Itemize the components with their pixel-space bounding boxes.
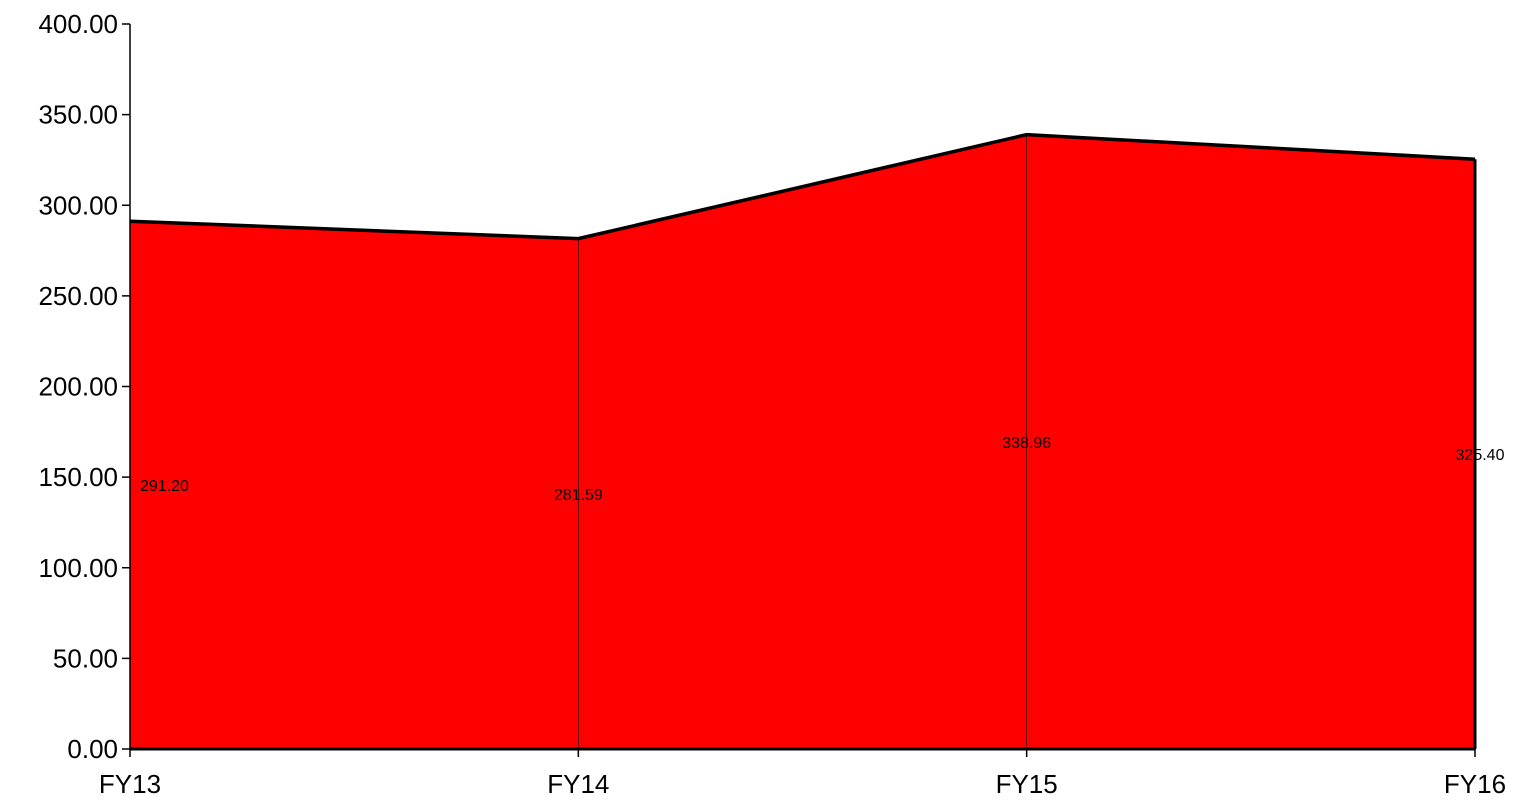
y-tick-label: 100.00 [38,553,118,583]
x-tick-label: FY16 [1444,769,1506,799]
data-labels: 291.20 281.59 338.96 325.40 [140,435,1505,504]
data-label: 325.40 [1456,447,1505,464]
data-label: 281.59 [554,487,603,504]
y-tick-label: 150.00 [38,462,118,492]
y-tick-label: 350.00 [38,100,118,130]
x-tick-label: FY14 [547,769,609,799]
axes: 0.00 50.00 100.00 150.00 200.00 250.00 300.00 3… [38,9,1506,799]
plot-area [129,132,1477,749]
x-tick-label: FY15 [996,769,1058,799]
data-label: 291.20 [140,478,189,495]
series-line [129,132,1476,241]
y-tick-label: 200.00 [38,372,118,402]
area-fill [130,134,1475,749]
data-label: 338.96 [1002,435,1051,452]
y-tick-label: 0.00 [67,734,118,764]
y-tick-label: 300.00 [38,190,118,220]
y-tick-label: 250.00 [38,281,118,311]
x-tick-label: FY13 [99,769,161,799]
y-tick-label: 50.00 [53,643,118,673]
y-tick-label: 400.00 [38,9,118,39]
